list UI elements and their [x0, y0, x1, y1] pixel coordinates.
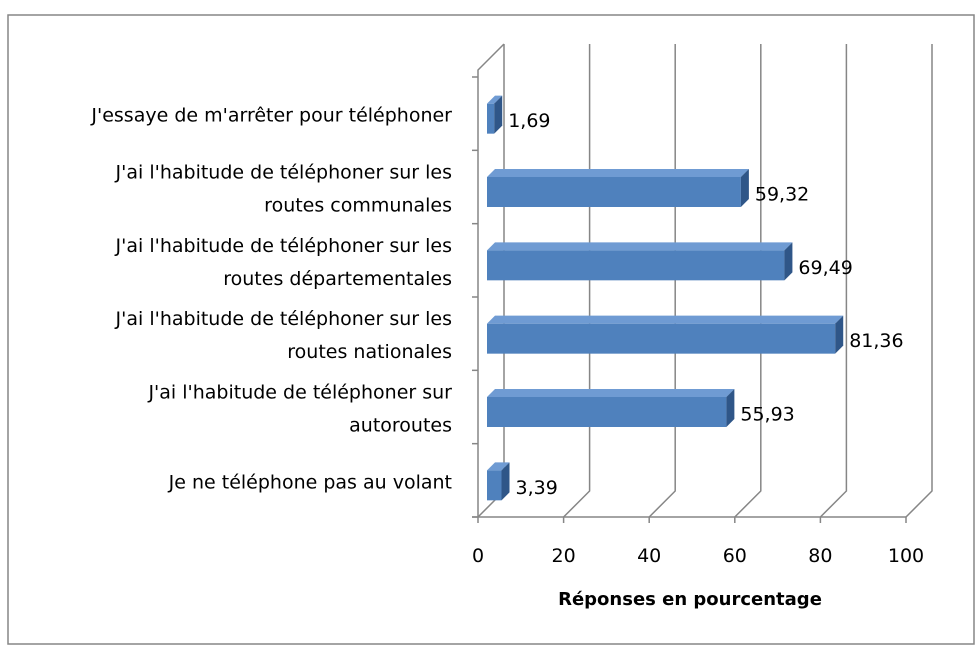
bar-top [487, 462, 510, 471]
bar [487, 323, 836, 354]
grid-line [905, 44, 933, 518]
bar-side [726, 389, 735, 427]
value-label: 59,32 [755, 184, 809, 206]
x-tick-label: 0 [472, 545, 484, 567]
bar [487, 397, 727, 427]
bar [487, 103, 495, 134]
bar-top [487, 95, 503, 104]
x-axis-title: Réponses en pourcentage [558, 589, 822, 610]
x-tick-label: 40 [637, 545, 661, 567]
bar-side [835, 315, 844, 354]
back-wall-edge [477, 43, 505, 517]
bar [487, 250, 785, 281]
y-tick-label: Je ne téléphone pas au volant [168, 471, 452, 493]
value-label: 1,69 [508, 110, 550, 132]
y-tick-label: J'ai l'habitude de téléphoner sur autorou… [147, 382, 452, 437]
x-tick-label: 80 [808, 545, 832, 567]
x-tick-label: 60 [723, 545, 747, 567]
value-label: 3,39 [516, 477, 558, 499]
x-tick-label: 20 [552, 545, 576, 567]
value-label: 69,49 [798, 257, 852, 279]
bar-top [487, 389, 735, 397]
value-label: 55,93 [740, 404, 794, 426]
x-tick-label: 100 [888, 545, 924, 567]
y-tick-label: J'ai l'habitude de téléphoner sur les rou… [115, 235, 452, 290]
bar [487, 470, 502, 501]
bar-side [740, 169, 749, 207]
y-tick-label: J'essaye de m'arrêter pour téléphoner [90, 105, 452, 127]
y-tick-label: J'ai l'habitude de téléphoner sur les rou… [115, 162, 452, 217]
bar-top [487, 169, 749, 177]
bar-top [487, 242, 793, 251]
bar-side [494, 95, 503, 134]
grid-line [819, 44, 848, 518]
bar-side [784, 242, 793, 281]
y-tick-label: J'ai l'habitude de téléphoner sur les rou… [115, 308, 452, 363]
value-label: 81,36 [849, 330, 903, 352]
bar [487, 177, 741, 207]
grid-line [734, 44, 762, 518]
bar-top [487, 315, 844, 324]
bar-side [501, 462, 510, 501]
